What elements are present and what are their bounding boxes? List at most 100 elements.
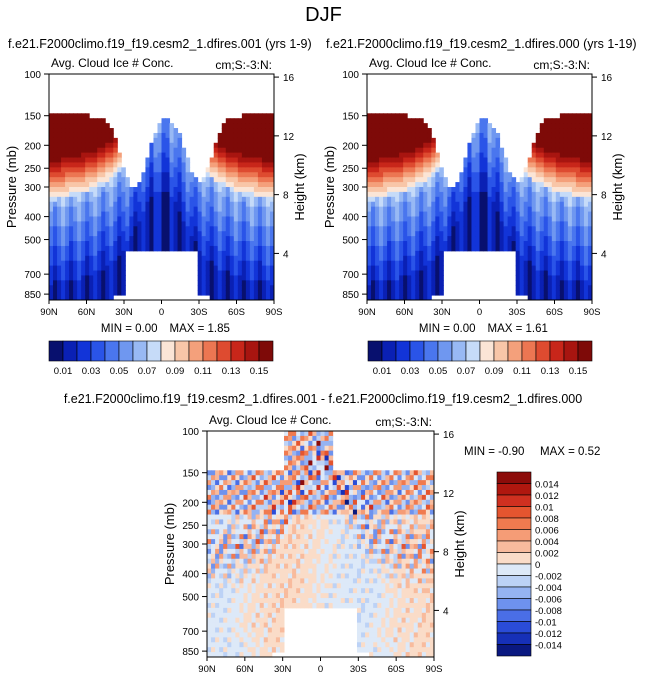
heatmap-cell (411, 196, 416, 203)
heatmap-cell (253, 206, 259, 213)
heatmap-cell (403, 295, 408, 301)
heatmap-cell (312, 519, 317, 525)
heatmap-cell (211, 529, 216, 535)
heatmap-cell (455, 206, 460, 213)
heatmap-cell (65, 280, 70, 286)
heatmap-cell (288, 460, 293, 466)
heatmap-cell (267, 475, 273, 481)
heatmap-cell (499, 157, 505, 163)
heatmap-cell (261, 177, 267, 183)
heatmap-cell (367, 157, 372, 163)
heatmap-cell (375, 231, 380, 237)
heatmap-cell (241, 236, 247, 242)
heatmap-cell (495, 221, 501, 227)
heatmap-cell (365, 598, 370, 604)
heatmap-cell (229, 142, 235, 149)
heatmap-cell (507, 177, 513, 183)
heatmap-cell (219, 578, 224, 584)
heatmap-cell (217, 172, 223, 178)
heatmap-cell (275, 558, 281, 565)
heatmap-cell (487, 241, 493, 247)
heatmap-cell (316, 534, 321, 540)
heatmap-cell (225, 231, 231, 237)
heatmap-cell (249, 216, 255, 222)
heatmap-cell (531, 241, 537, 247)
heatmap-cell (503, 157, 509, 163)
heatmap-cell (431, 216, 436, 222)
heatmap-cell (97, 167, 102, 173)
heatmap-cell (583, 206, 589, 213)
heatmap-cell (267, 499, 273, 506)
colorbar-swatch (535, 340, 551, 362)
heatmap-cell (227, 470, 232, 476)
heatmap-cell (251, 514, 257, 520)
heatmap-cell (93, 295, 98, 301)
heatmap-cell (535, 132, 541, 139)
heatmap-cell (237, 201, 243, 208)
heatmap-cell (181, 241, 187, 247)
heatmap-cell (324, 431, 330, 437)
heatmap-cell (555, 206, 561, 213)
heatmap-cell (304, 475, 309, 481)
heatmap-cell (197, 187, 203, 193)
heatmap-cell (387, 275, 392, 281)
heatmap-cell (157, 123, 162, 129)
heatmap-cell (455, 216, 460, 222)
heatmap-cell (225, 157, 231, 163)
heatmap-cell (263, 485, 269, 491)
heatmap-cell (579, 128, 585, 134)
heatmap-cell (275, 622, 281, 629)
heatmap-cell (365, 553, 370, 560)
heatmap-cell (69, 191, 74, 198)
heatmap-cell (511, 216, 517, 222)
heatmap-cell (57, 285, 62, 291)
heatmap-cell (367, 113, 372, 119)
heatmap-cell (487, 216, 493, 222)
heatmap-cell (519, 226, 525, 232)
heatmap-cell (499, 196, 505, 203)
heatmap-cell (49, 142, 54, 149)
heatmap-cell (49, 265, 54, 272)
heatmap-cell (263, 568, 269, 574)
heatmap-cell (141, 226, 146, 232)
heatmap-cell (77, 285, 82, 291)
heatmap-cell (161, 182, 167, 188)
heatmap-cell (231, 509, 236, 516)
heatmap-cell (121, 231, 126, 237)
heatmap-cell (467, 167, 472, 173)
heatmap-cell (312, 534, 317, 540)
heatmap-cell (300, 588, 305, 594)
heatmap-cell (320, 529, 326, 535)
heatmap-cell (165, 226, 171, 232)
heatmap-cell (567, 128, 573, 134)
heatmap-cell (77, 226, 82, 232)
heatmap-cell (387, 132, 392, 139)
heatmap-cell (235, 612, 240, 619)
heatmap-cell (316, 494, 321, 501)
heatmap-cell (423, 275, 428, 281)
heatmap-cell (395, 128, 400, 134)
heatmap-cell (340, 499, 346, 506)
heatmap-cell (223, 480, 228, 486)
heatmap-cell (332, 509, 338, 516)
heatmap-cell (181, 236, 187, 242)
heatmap-cell (575, 280, 581, 286)
heatmap-cell (356, 553, 362, 560)
heatmap-cell (153, 182, 158, 188)
heatmap-cell (399, 295, 404, 301)
heatmap-cell (263, 593, 269, 599)
heatmap-cell (69, 221, 74, 227)
heatmap-cell (233, 172, 239, 178)
heatmap-cell (415, 231, 420, 237)
heatmap-cell (265, 260, 271, 267)
heatmap-cell (312, 529, 317, 535)
heatmap-cell (387, 265, 392, 272)
heatmap-cell (379, 290, 384, 296)
heatmap-cell (328, 435, 334, 442)
heatmap-cell (375, 290, 380, 296)
heatmap-cell (455, 226, 460, 232)
heatmap-cell (57, 152, 62, 159)
heatmap-cell (365, 539, 370, 545)
heatmap-cell (411, 172, 416, 178)
heatmap-cell (241, 231, 247, 237)
